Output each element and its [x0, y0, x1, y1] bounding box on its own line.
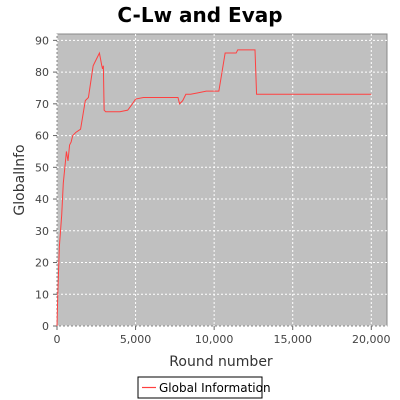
x-tick-label: 20,000: [352, 333, 391, 346]
tick-labels: 0 5,000 10,000 15,000 20,000 0 10 20 30 40 50 60 70 8…: [35, 34, 391, 346]
y-tick-label: 10: [35, 288, 49, 301]
y-tick-label: 40: [35, 193, 49, 206]
legend-box: [137, 376, 263, 399]
x-tick-label: 10,000: [195, 333, 234, 346]
y-axis-label: GlobalInfo: [12, 144, 28, 215]
series-layer: [56, 49, 372, 327]
x-tick-label: 15,000: [273, 333, 312, 346]
chart-title: C-Lw and Evap: [117, 3, 282, 27]
x-tick-label: 5,000: [120, 333, 152, 346]
y-tick-label: 90: [35, 34, 49, 47]
series-line: [56, 49, 372, 327]
y-tick-label: 70: [35, 98, 49, 111]
x-tick-label: 0: [54, 333, 61, 346]
legend: Global Information: [137, 376, 271, 399]
y-tick-label: 50: [35, 161, 49, 174]
y-tick-label: 30: [35, 225, 49, 238]
axes: [53, 39, 372, 330]
y-tick-label: 80: [35, 66, 49, 79]
plot-area: [56, 33, 388, 327]
x-axis-label: Round number: [169, 354, 273, 370]
y-tick-label: 0: [42, 320, 49, 333]
legend-label: Global Information: [159, 381, 271, 395]
y-tick-label: 60: [35, 130, 49, 143]
y-tick-label: 20: [35, 257, 49, 270]
